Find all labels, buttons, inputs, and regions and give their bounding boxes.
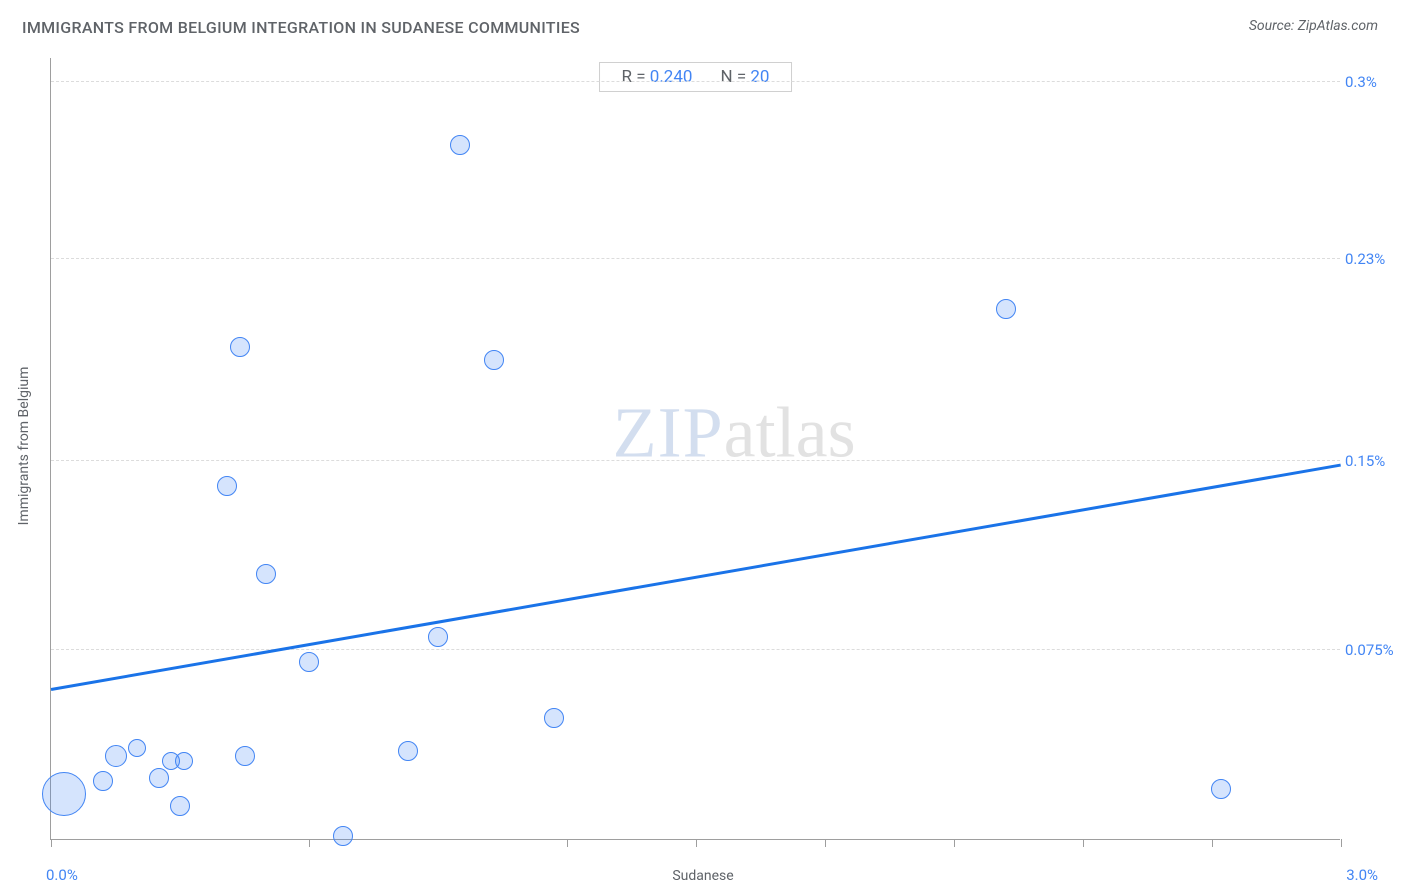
stat-r: R = 0.240 bbox=[622, 67, 693, 87]
y-tick-label: 0.075% bbox=[1345, 641, 1400, 659]
stat-n-value: 20 bbox=[750, 67, 769, 87]
x-tick bbox=[51, 839, 52, 847]
y-axis-label: Immigrants from Belgium bbox=[16, 367, 32, 526]
data-point bbox=[333, 826, 353, 846]
data-point bbox=[175, 752, 193, 770]
data-point bbox=[93, 771, 113, 791]
data-point bbox=[484, 350, 504, 370]
data-point bbox=[299, 652, 319, 672]
x-tick bbox=[825, 839, 826, 847]
x-tick bbox=[1212, 839, 1213, 847]
y-tick-label: 0.3% bbox=[1345, 73, 1400, 91]
data-point bbox=[230, 337, 250, 357]
source-label: Source: ZipAtlas.com bbox=[1249, 18, 1378, 34]
x-axis-min: 0.0% bbox=[46, 866, 78, 884]
x-axis-max: 3.0% bbox=[1346, 866, 1378, 884]
stat-r-value: 0.240 bbox=[650, 67, 693, 87]
x-tick bbox=[309, 839, 310, 847]
trend-line bbox=[51, 463, 1341, 690]
gridline-h bbox=[51, 258, 1340, 259]
data-point bbox=[128, 739, 146, 757]
chart-plot-area: R = 0.240 N = 20 ZIPatlas 0.075%0.15%0.2… bbox=[50, 58, 1340, 840]
stat-n: N = 20 bbox=[720, 67, 769, 87]
gridline-h bbox=[51, 81, 1340, 82]
chart-title: IMMIGRANTS FROM BELGIUM INTEGRATION IN S… bbox=[22, 18, 580, 37]
x-tick bbox=[1083, 839, 1084, 847]
data-point bbox=[105, 745, 127, 767]
data-point bbox=[256, 564, 276, 584]
data-point bbox=[170, 796, 190, 816]
stat-n-label: N = bbox=[720, 67, 746, 87]
data-point bbox=[428, 627, 448, 647]
data-point bbox=[235, 746, 255, 766]
data-point bbox=[217, 476, 237, 496]
y-tick-label: 0.15% bbox=[1345, 452, 1400, 470]
data-point bbox=[544, 708, 564, 728]
x-tick bbox=[954, 839, 955, 847]
data-point bbox=[149, 768, 169, 788]
y-tick-label: 0.23% bbox=[1345, 250, 1400, 268]
gridline-h bbox=[51, 460, 1340, 461]
x-tick bbox=[567, 839, 568, 847]
data-point bbox=[996, 299, 1016, 319]
data-point bbox=[1211, 779, 1231, 799]
x-axis-label: Sudanese bbox=[672, 868, 733, 884]
data-point bbox=[42, 772, 86, 816]
x-tick bbox=[1341, 839, 1342, 847]
x-tick bbox=[696, 839, 697, 847]
watermark: ZIPatlas bbox=[613, 391, 856, 474]
gridline-h bbox=[51, 649, 1340, 650]
data-point bbox=[450, 135, 470, 155]
stats-box: R = 0.240 N = 20 bbox=[599, 62, 793, 92]
data-point bbox=[398, 741, 418, 761]
stat-r-label: R = bbox=[622, 67, 646, 87]
